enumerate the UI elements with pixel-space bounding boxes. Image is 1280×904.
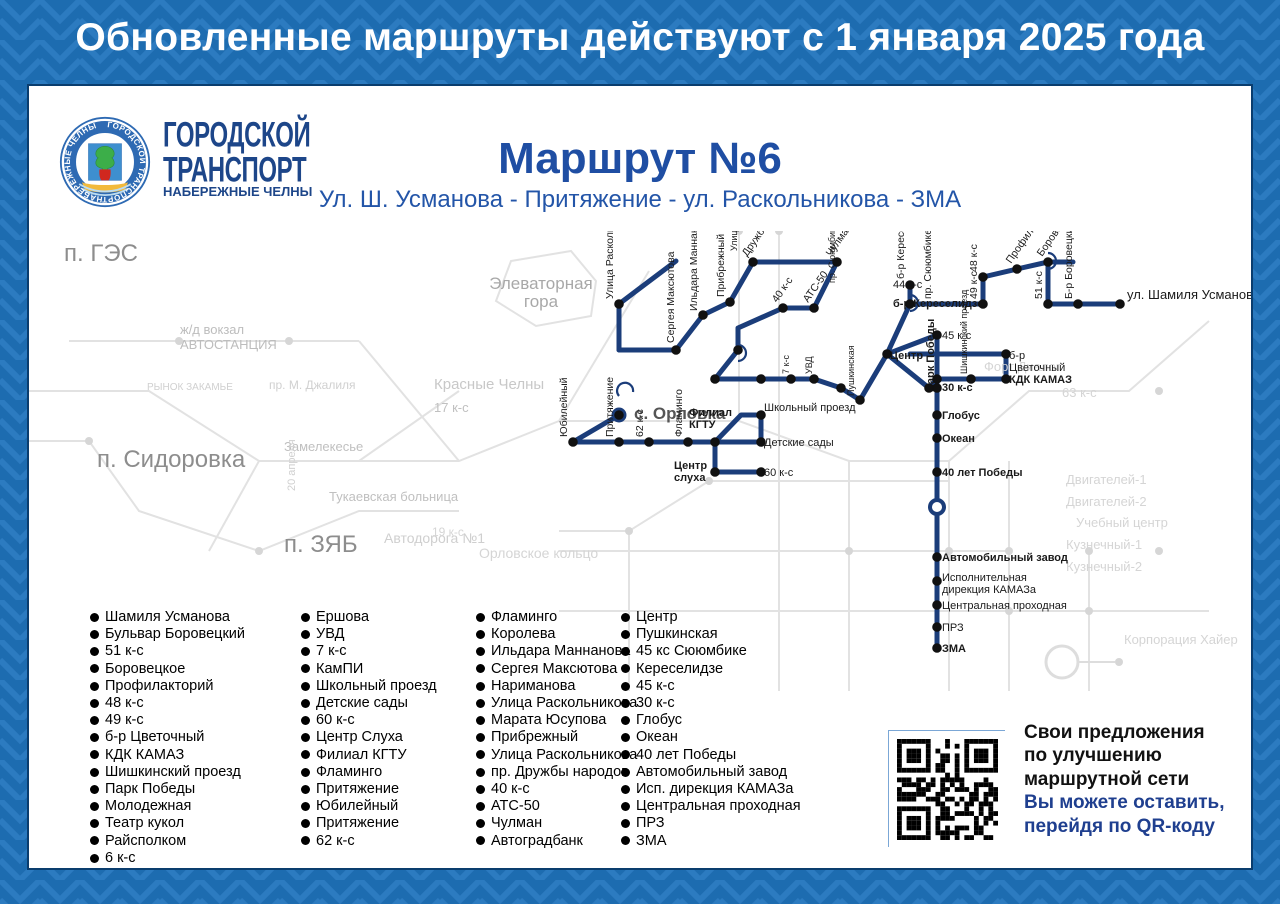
svg-text:КГТУ: КГТУ: [689, 419, 716, 431]
svg-text:40 лет Победы: 40 лет Победы: [942, 467, 1022, 479]
svg-text:Центральная проходная: Центральная проходная: [942, 600, 1067, 612]
svg-text:Пушкинская: Пушкинская: [846, 345, 856, 396]
svg-text:Элеваторная: Элеваторная: [489, 274, 593, 293]
svg-text:РЫНОК ЗАКАМЬЕ: РЫНОК ЗАКАМЬЕ: [147, 382, 233, 393]
svg-text:слуха: слуха: [674, 472, 706, 484]
svg-text:Юбилейный: Юбилейный: [558, 377, 570, 437]
svg-text:Корпорация Хайер: Корпорация Хайер: [1124, 632, 1238, 647]
svg-text:Центр: Центр: [890, 350, 923, 362]
svg-text:п. ГЭС: п. ГЭС: [64, 240, 138, 267]
svg-text:Учебный центр: Учебный центр: [1076, 515, 1168, 530]
svg-text:49 к-с: 49 к-с: [968, 271, 980, 299]
svg-text:48 к-с: 48 к-с: [968, 244, 980, 272]
svg-text:19 к-с: 19 к-с: [432, 525, 464, 539]
svg-text:Фламинго: Фламинго: [673, 389, 685, 437]
svg-text:17 к-с: 17 к-с: [434, 400, 469, 415]
svg-text:Шишкинский проезд: Шишкинский проезд: [959, 289, 969, 374]
svg-text:Тукаевская больница: Тукаевская больница: [329, 489, 459, 504]
svg-text:Улица Раскольникова: Улица Раскольникова: [604, 231, 616, 299]
svg-text:63 к-с: 63 к-с: [1062, 385, 1097, 400]
svg-text:Двигателей-1: Двигателей-1: [1066, 472, 1147, 487]
svg-text:Притяжение: Притяжение: [604, 377, 616, 437]
svg-text:п. Сидоровка: п. Сидоровка: [97, 446, 246, 473]
svg-text:пр. Сююмбике: пр. Сююмбике: [922, 231, 934, 299]
svg-text:УВД: УВД: [804, 356, 814, 374]
svg-text:62 к-с: 62 к-с: [634, 409, 646, 437]
svg-text:б-р Кереселидзе: б-р Кереселидзе: [895, 231, 907, 279]
svg-text:Центр: Центр: [674, 460, 707, 472]
svg-text:Сергея Максютова: Сергея Максютова: [665, 251, 677, 343]
svg-text:7 к-с: 7 к-с: [781, 355, 791, 374]
svg-text:дирекция КАМАЗа: дирекция КАМАЗа: [942, 584, 1037, 596]
svg-text:б-р: б-р: [1009, 350, 1025, 362]
svg-text:Дружбы народов: Дружбы народов: [740, 231, 797, 259]
svg-text:ж/д вокзал: ж/д вокзал: [180, 322, 244, 337]
svg-text:Б-р Боровецкий: Б-р Боровецкий: [1063, 231, 1075, 299]
svg-text:Цветочный: Цветочный: [1009, 362, 1065, 374]
svg-text:Двигателей-2: Двигателей-2: [1066, 494, 1147, 509]
svg-text:Ильдара Маннанова: Ильдара Маннанова: [688, 231, 700, 311]
svg-text:Глобус: Глобус: [942, 410, 980, 422]
svg-text:пр. М. Джалиля: пр. М. Джалиля: [269, 378, 356, 392]
svg-text:Исполнительная: Исполнительная: [942, 572, 1027, 584]
svg-text:гора: гора: [524, 292, 559, 311]
svg-text:Прибрежный: Прибрежный: [715, 234, 727, 297]
svg-text:Улица Раскольникова: Улица Раскольникова: [729, 231, 739, 251]
svg-text:КДК КАМАЗ: КДК КАМАЗ: [1009, 374, 1072, 386]
svg-text:АВТОСТАНЦИЯ: АВТОСТАНЦИЯ: [180, 337, 277, 352]
svg-text:Филиал: Филиал: [689, 407, 732, 419]
svg-text:Школьный проезд: Школьный проезд: [764, 402, 856, 414]
svg-text:Орловское кольцо: Орловское кольцо: [479, 545, 598, 561]
svg-text:Детские сады: Детские сады: [764, 437, 834, 449]
svg-text:51 к-с: 51 к-с: [1033, 271, 1045, 299]
svg-text:пр. Сююмбике: пр. Сююмбике: [827, 231, 837, 283]
svg-text:Океан: Океан: [942, 433, 975, 445]
svg-text:Кузнечный-2: Кузнечный-2: [1066, 559, 1142, 574]
svg-text:п. ЗЯБ: п. ЗЯБ: [284, 531, 358, 558]
svg-text:40 к-с: 40 к-с: [770, 275, 796, 305]
svg-text:20 апреля: 20 апреля: [286, 439, 298, 491]
svg-text:ул. Шамиля Усманова: ул. Шамиля Усманова: [1127, 287, 1251, 302]
svg-text:ЗМА: ЗМА: [942, 643, 966, 655]
svg-text:ПРЗ: ПРЗ: [942, 622, 964, 634]
svg-text:30 к-с: 30 к-с: [942, 382, 973, 394]
svg-text:Автомобильный завод: Автомобильный завод: [942, 552, 1068, 564]
svg-text:Кузнечный-1: Кузнечный-1: [1066, 537, 1142, 552]
svg-text:Красные Челны: Красные Челны: [434, 376, 544, 393]
svg-text:60 к-с: 60 к-с: [764, 467, 794, 479]
